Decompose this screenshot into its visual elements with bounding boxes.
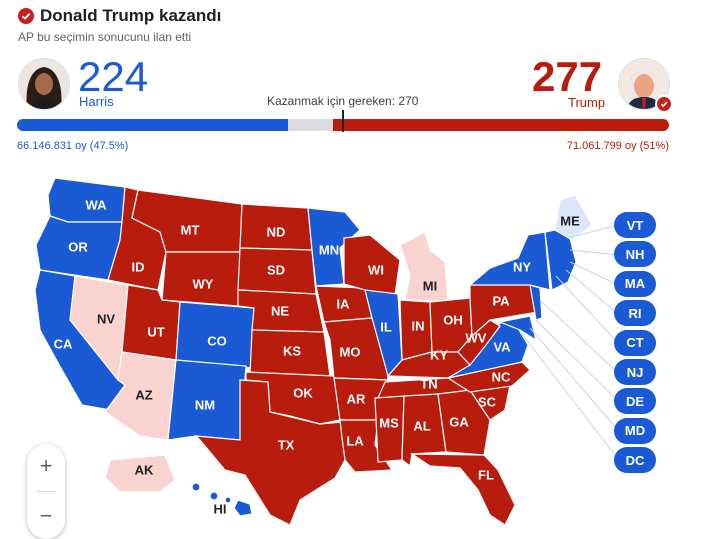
trump-electoral-votes: 277: [532, 53, 603, 100]
state-mn[interactable]: [307, 207, 361, 287]
badge-vt[interactable]: VT: [614, 212, 656, 238]
state-label-me: ME: [560, 213, 580, 228]
state-label-ia: IA: [337, 296, 351, 311]
state-md[interactable]: [497, 315, 537, 342]
harris-electoral-votes: 224: [78, 53, 149, 100]
state-label-wy: WY: [193, 276, 214, 291]
state-label-ak: AK: [135, 462, 154, 477]
state-label-la: LA: [346, 433, 364, 448]
state-label-or: OR: [68, 239, 88, 254]
state-label-in: IN: [412, 318, 425, 333]
state-label-fl: FL: [478, 467, 494, 482]
state-label-sd: SD: [267, 262, 285, 277]
check-icon: [18, 8, 34, 24]
state-label-sc: SC: [478, 394, 497, 409]
state-label-az: AZ: [135, 387, 152, 402]
state-label-tx: TX: [278, 437, 295, 452]
state-tx[interactable]: [194, 379, 346, 526]
state-label-ks: KS: [283, 343, 301, 358]
state-label-ms: MS: [379, 415, 399, 430]
state-label-id: ID: [132, 259, 145, 274]
state-label-ar: AR: [347, 391, 366, 406]
harris-popular-vote: 66.146.831 oy (47.5%): [17, 140, 129, 152]
state-label-ga: GA: [449, 414, 469, 429]
state-label-mn: MN: [319, 242, 339, 257]
state-label-ca: CA: [54, 336, 73, 351]
badge-de[interactable]: DE: [614, 388, 656, 415]
badge-nj[interactable]: NJ: [614, 359, 656, 385]
state-ga[interactable]: [437, 389, 491, 456]
state-label-nv: NV: [97, 311, 115, 326]
state-label-nc: NC: [492, 369, 511, 384]
state-mi[interactable]: [399, 231, 449, 303]
state-label-il: IL: [380, 319, 392, 334]
result-header: Donald Trump kazandı: [18, 6, 221, 26]
state-label-mo: MO: [340, 344, 361, 359]
trump-popular-vote: 71.061.799 oy (51%): [566, 140, 669, 152]
badge-md[interactable]: MD: [614, 417, 656, 444]
state-label-va: VA: [493, 339, 511, 354]
result-title: Donald Trump kazandı: [40, 6, 222, 25]
state-label-ok: OK: [293, 385, 313, 400]
badge-dc[interactable]: DC: [614, 447, 656, 474]
state-label-nd: ND: [267, 224, 286, 239]
state-label-wi: WI: [368, 262, 384, 277]
zoom-out-button[interactable]: −: [39, 503, 53, 528]
state-label-hi: HI: [214, 501, 227, 516]
threshold-marker: [342, 110, 344, 132]
trump-bar-fill: [333, 119, 669, 131]
harris-name: Harris: [79, 94, 114, 109]
harris-avatar: [18, 58, 70, 110]
zoom-in-button[interactable]: +: [39, 453, 53, 478]
state-ny[interactable]: [468, 231, 551, 291]
state-label-wv: WV: [466, 330, 487, 345]
state-label-ne: NE: [271, 303, 289, 318]
state-label-nm: NM: [195, 397, 215, 412]
state-fl[interactable]: [409, 453, 516, 526]
needed-to-win-label: Kazanmak için gereken: 270: [267, 94, 419, 108]
harris-bar-fill: [17, 119, 288, 131]
state-label-pa: PA: [492, 293, 510, 308]
state-label-wa: WA: [86, 197, 108, 212]
state-label-tn: TN: [420, 376, 437, 391]
result-subtitle: AP bu seçimin sonucunu ilan etti: [18, 30, 192, 44]
state-ak[interactable]: [104, 454, 176, 493]
badge-nh[interactable]: NH: [614, 241, 656, 268]
state-label-mt: MT: [181, 222, 200, 237]
state-me[interactable]: [554, 194, 593, 241]
state-label-ny: NY: [513, 259, 531, 274]
badge-ct[interactable]: CT: [614, 329, 656, 356]
trump-name: Trump: [568, 95, 606, 110]
state-label-al: AL: [413, 418, 430, 433]
badge-ma[interactable]: MA: [614, 270, 656, 297]
badge-ri[interactable]: RI: [614, 300, 656, 327]
state-label-oh: OH: [443, 312, 463, 327]
winner-check-icon: [655, 95, 673, 113]
state-hi[interactable]: [191, 482, 253, 517]
state-label-ky: KY: [430, 347, 448, 362]
zoom-control: + −: [27, 444, 65, 539]
state-label-co: CO: [207, 333, 227, 348]
state-label-ut: UT: [147, 324, 164, 339]
zoom-divider: [36, 491, 56, 492]
state-label-mi: MI: [423, 278, 437, 293]
